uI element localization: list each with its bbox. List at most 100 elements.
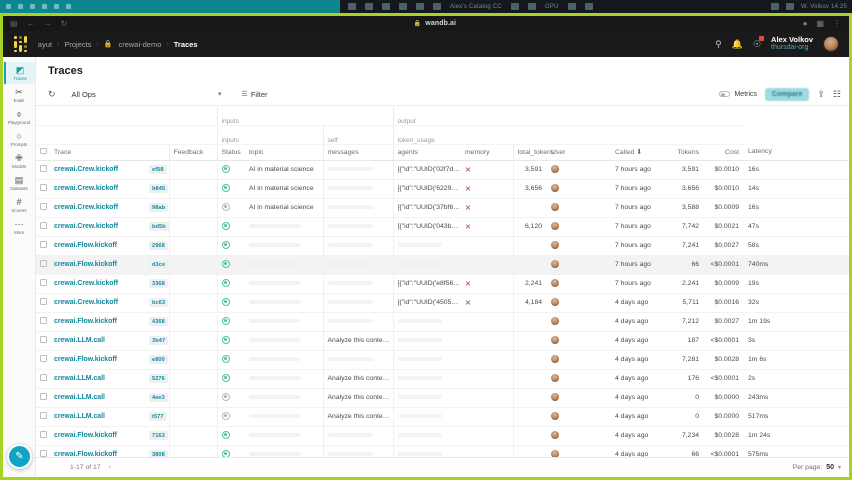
sidebar-item-traces[interactable]: ◩ Traces: [3, 62, 35, 84]
trace-link[interactable]: crewai.Flow.kickoff: [54, 356, 117, 363]
trace-link[interactable]: crewai.Crew.kickoff: [54, 204, 119, 211]
table-row[interactable]: crewai.LLM.call 5276 Analyze this conten… 4…: [36, 369, 849, 389]
trace-link[interactable]: crewai.Flow.kickoff: [54, 318, 117, 325]
row-checkbox-cell[interactable]: [36, 236, 50, 256]
column-header-trace[interactable]: Trace: [50, 144, 145, 161]
column-header-agents[interactable]: agents: [392, 144, 461, 161]
cell-trace[interactable]: crewai.Flow.kickoff: [50, 445, 145, 457]
row-checkbox-cell[interactable]: [36, 293, 50, 313]
cell-feedback[interactable]: [168, 426, 217, 446]
table-row[interactable]: crewai.Flow.kickoff e800 4 days ago 7,281 $0…: [36, 350, 849, 370]
table-row[interactable]: crewai.LLM.call t577 Analyze this conten… 4…: [36, 407, 849, 427]
cell-trace[interactable]: crewai.Flow.kickoff: [50, 255, 145, 275]
column-header-user[interactable]: User: [547, 144, 612, 161]
breadcrumb-item-project[interactable]: crewai-demo: [118, 39, 162, 49]
cell-trace[interactable]: crewai.Flow.kickoff: [50, 312, 145, 332]
table-row[interactable]: crewai.Flow.kickoff 2968 7 hours ago 7,241 $…: [36, 236, 849, 256]
cell-trace[interactable]: crewai.LLM.call: [50, 407, 145, 427]
cell-trace[interactable]: crewai.Crew.kickoff: [50, 274, 145, 294]
row-checkbox[interactable]: [40, 317, 47, 324]
row-checkbox[interactable]: [40, 374, 47, 381]
trace-link[interactable]: crewai.LLM.call: [54, 375, 105, 382]
help-icon[interactable]: ☉: [753, 35, 765, 50]
cell-trace[interactable]: crewai.Crew.kickoff: [50, 160, 145, 180]
row-checkbox-cell[interactable]: [36, 407, 50, 427]
select-all-checkbox[interactable]: [40, 147, 47, 155]
sidebar-item-more[interactable]: ⋯ More: [4, 216, 35, 238]
breadcrumb-item-entity[interactable]: ayut: [37, 39, 52, 49]
sidebar-item-playground[interactable]: ⌽ Playground: [4, 106, 35, 128]
row-checkbox-cell[interactable]: [36, 255, 50, 275]
table-row[interactable]: crewai.Crew.kickoff bc63 [{"id":"UUID('450…: [36, 293, 849, 313]
cell-feedback[interactable]: [168, 331, 217, 351]
row-checkbox[interactable]: [40, 298, 47, 305]
sidebar-item-datasets[interactable]: ▤ Datasets: [4, 172, 35, 194]
breadcrumb-item-traces[interactable]: Traces: [173, 39, 198, 49]
trace-link[interactable]: crewai.LLM.call: [54, 394, 105, 401]
trace-link[interactable]: crewai.Flow.kickoff: [54, 242, 117, 249]
filter-button[interactable]: ☰ Filter: [242, 90, 268, 99]
trace-link[interactable]: crewai.Flow.kickoff: [54, 451, 117, 457]
row-checkbox[interactable]: [40, 412, 47, 419]
trace-link[interactable]: crewai.LLM.call: [54, 413, 105, 420]
per-page-value[interactable]: 50: [826, 464, 834, 471]
sort-desc-icon[interactable]: ⬇: [636, 149, 642, 156]
row-checkbox-cell[interactable]: [36, 350, 50, 370]
row-checkbox-cell[interactable]: [36, 331, 50, 351]
trace-link[interactable]: crewai.Flow.kickoff: [54, 432, 117, 439]
cell-feedback[interactable]: [168, 198, 217, 218]
column-header-topic[interactable]: topic: [245, 144, 323, 161]
cell-feedback[interactable]: [168, 293, 217, 313]
edit-fab-icon[interactable]: ✎: [7, 444, 32, 469]
cell-trace[interactable]: crewai.Crew.kickoff: [50, 179, 145, 199]
row-checkbox-cell[interactable]: [36, 388, 50, 408]
cell-trace[interactable]: crewai.Flow.kickoff: [50, 350, 145, 370]
sidebar-item-prompts[interactable]: ○ Prompts: [4, 128, 35, 150]
sidebar-item-models[interactable]: ✙ Models: [4, 150, 35, 172]
cell-trace[interactable]: crewai.Flow.kickoff: [50, 426, 145, 446]
menu-icon[interactable]: ⋮: [833, 19, 841, 28]
column-header-status[interactable]: Status: [216, 144, 245, 161]
column-header-memory[interactable]: memory: [461, 144, 514, 161]
table-row[interactable]: crewai.LLM.call 3b47 Analyze this conten… 4…: [36, 331, 849, 351]
row-checkbox-cell[interactable]: [36, 445, 50, 457]
row-checkbox-cell[interactable]: [36, 198, 50, 218]
cell-feedback[interactable]: [168, 350, 217, 370]
close-icon[interactable]: ✕: [465, 280, 471, 288]
refresh-icon[interactable]: ↻: [48, 88, 56, 99]
row-checkbox-cell[interactable]: [36, 217, 50, 237]
table-row[interactable]: crewai.LLM.call 4ee3 Analyze this conten… 4…: [36, 388, 849, 408]
cell-trace[interactable]: crewai.Crew.kickoff: [50, 217, 145, 237]
row-checkbox[interactable]: [40, 336, 47, 343]
cell-feedback[interactable]: [168, 445, 217, 457]
row-checkbox[interactable]: [40, 203, 47, 210]
row-checkbox[interactable]: [40, 450, 47, 457]
row-checkbox[interactable]: [40, 431, 47, 438]
cell-feedback[interactable]: [168, 179, 217, 199]
breadcrumb-item-projects[interactable]: Projects: [64, 39, 92, 49]
close-icon[interactable]: ✕: [465, 204, 471, 212]
column-header-cost[interactable]: Cost: [704, 144, 745, 161]
columns-settings-icon[interactable]: ☷: [832, 88, 841, 99]
chevron-left-icon[interactable]: ‹: [108, 464, 111, 471]
row-checkbox[interactable]: [40, 222, 47, 229]
compare-button[interactable]: Compare: [765, 87, 810, 101]
column-header-messages[interactable]: messages: [322, 144, 393, 161]
sidebar-item-evals[interactable]: ✂ Evals: [4, 84, 35, 106]
row-checkbox-cell[interactable]: [36, 426, 50, 446]
sidebar-item-scorers[interactable]: # Scorers: [4, 194, 35, 216]
close-icon[interactable]: ✕: [465, 223, 471, 231]
row-checkbox-cell[interactable]: [36, 160, 50, 180]
traces-table-area[interactable]: inputs output inputs self token_usage: [36, 105, 849, 457]
trace-link[interactable]: crewai.Flow.kickoff: [54, 261, 117, 268]
close-icon[interactable]: ✕: [465, 185, 471, 193]
row-checkbox[interactable]: [40, 260, 47, 267]
cell-trace[interactable]: crewai.Flow.kickoff: [50, 236, 145, 256]
cell-feedback[interactable]: [168, 255, 217, 275]
row-checkbox[interactable]: [40, 393, 47, 400]
cell-feedback[interactable]: [168, 217, 217, 237]
table-row[interactable]: crewai.Crew.kickoff bd5b [{"id":"UUID('043…: [36, 217, 849, 237]
cell-trace[interactable]: crewai.LLM.call: [50, 369, 145, 389]
table-row[interactable]: crewai.Flow.kickoff d3ce 7 hours ago 66 <$0.…: [36, 255, 849, 275]
select-all-checkbox-cell[interactable]: [36, 144, 50, 161]
